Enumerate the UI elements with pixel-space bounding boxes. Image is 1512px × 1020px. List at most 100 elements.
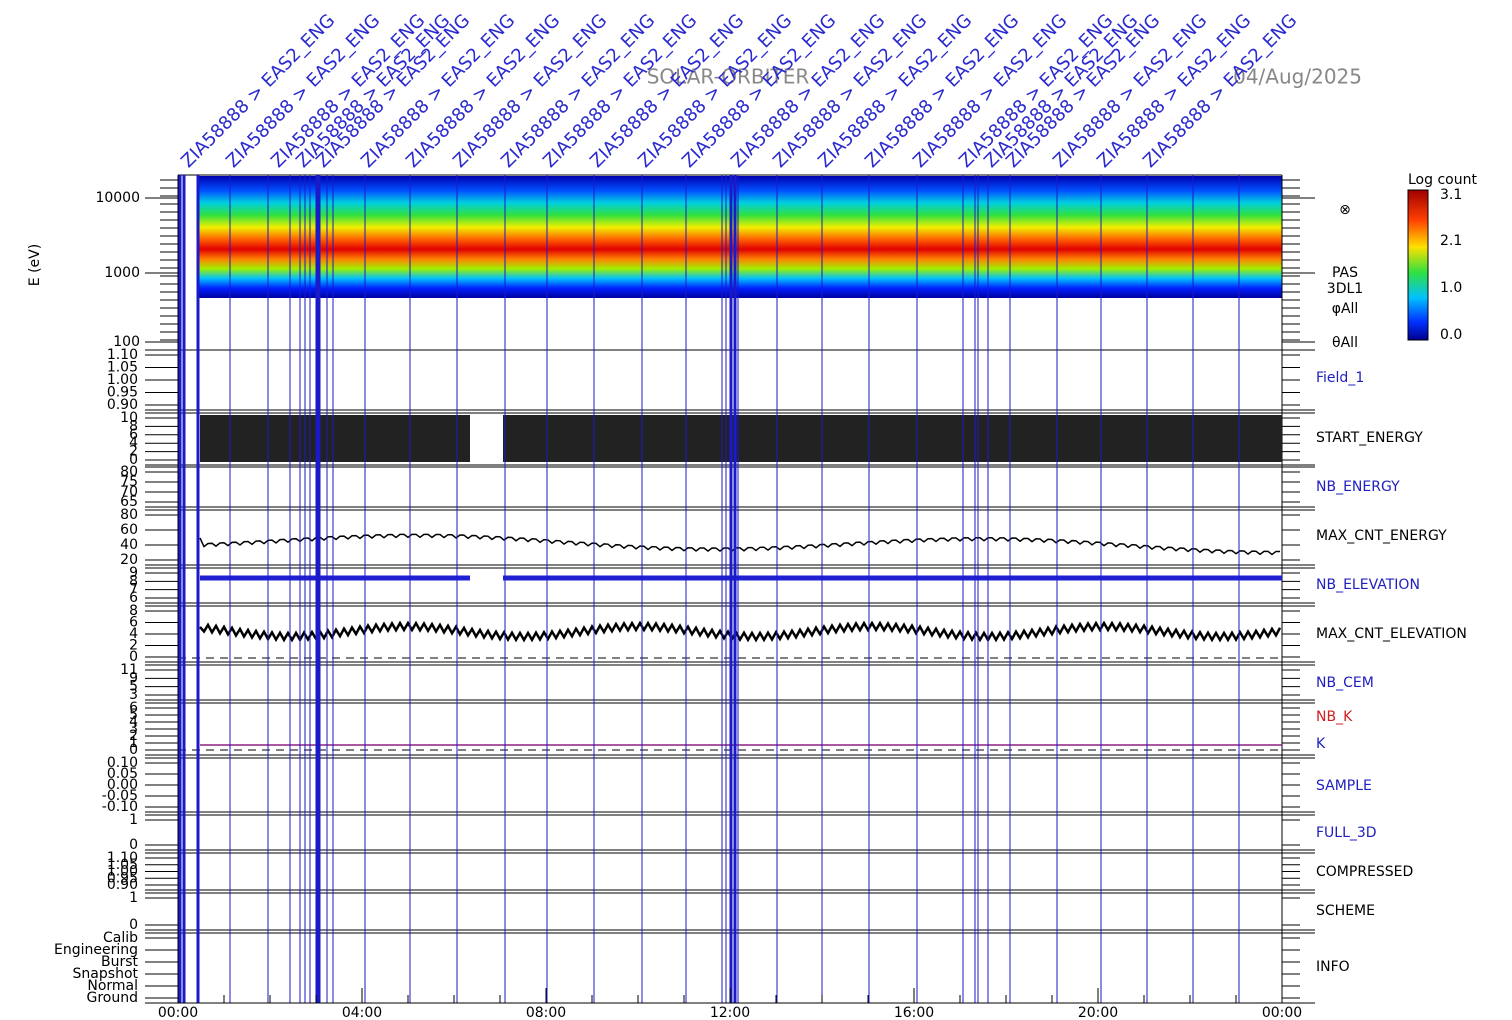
y-tick-label: 20 [120, 552, 138, 568]
y-tick-label: 0 [129, 837, 138, 853]
y-tick-label: 0 [129, 649, 138, 665]
panel-label: MAX_CNT_ENERGY [1316, 528, 1447, 544]
max-cnt-elevation [199, 620, 1282, 643]
y-tick-label: Calib [103, 930, 138, 946]
y-tick-label: 0.00 [107, 777, 138, 793]
y-tick-label: -0.05 [102, 788, 138, 804]
x-tick-label: 12:00 [710, 1005, 750, 1020]
y-tick-label: Normal [87, 978, 138, 994]
y-tick-label: 0.05 [107, 766, 138, 782]
side-label: θAll [1332, 335, 1358, 351]
colorbar-tick: 2.1 [1440, 233, 1462, 249]
panel-label: FULL_3D [1316, 825, 1377, 841]
y-tick-label: 11 [120, 662, 138, 678]
side-label: PAS [1332, 265, 1358, 281]
y-tick-label: 2 [129, 638, 138, 654]
y-tick-label: 8 [129, 573, 138, 589]
y-tick-label: 3 [129, 721, 138, 737]
y-tick-label: 5 [129, 679, 138, 695]
y-tick-label: 0.95 [107, 385, 138, 401]
y-tick-label: 75 [120, 474, 138, 490]
y-tick-label: 6 [129, 700, 138, 716]
side-label: ⊗ [1339, 202, 1351, 218]
panel-label: SCHEME [1316, 903, 1375, 919]
panel-label: NB_ENERGY [1316, 479, 1400, 495]
y-tick-label: 3 [129, 687, 138, 703]
y-tick-label: 40 [120, 537, 138, 553]
y-tick-label: 10 [120, 410, 138, 426]
spectrogram [198, 176, 1282, 298]
x-tick-label: 16:00 [894, 1005, 934, 1020]
y-tick-label: 0.90 [107, 397, 138, 413]
y-tick-label: 2 [129, 728, 138, 744]
y-tick-label: 1.10 [107, 850, 138, 866]
panel-label: COMPRESSED [1316, 864, 1413, 880]
start-energy-bars [503, 415, 1282, 462]
y-tick-label: 1.00 [107, 372, 138, 388]
y-tick-label: 8 [129, 418, 138, 434]
colorbar-tick: 0.0 [1440, 327, 1462, 343]
panel-label: MAX_CNT_ELEVATION [1316, 626, 1467, 642]
y-tick-label: 9 [129, 670, 138, 686]
y-tick-label: 70 [120, 484, 138, 500]
y-tick-label: Ground [87, 990, 139, 1006]
y-tick-label: 4 [129, 626, 138, 642]
y-tick-label: 1.00 [107, 864, 138, 880]
y-tick-label: 0 [129, 452, 138, 468]
max-cnt-energy [199, 533, 1281, 556]
y-tick-label: 65 [120, 494, 138, 510]
y-tick-label: 4 [129, 435, 138, 451]
y-tick-label: 1.10 [107, 347, 138, 363]
y-tick-label: 6 [129, 427, 138, 443]
x-tick-label: 00:00 [158, 1005, 198, 1020]
y-tick-label: 8 [129, 603, 138, 619]
start-energy-bars [200, 415, 470, 462]
y-tick-label: 5 [129, 707, 138, 723]
y-tick-label: Snapshot [73, 966, 139, 982]
y-tick-label: 7 [129, 582, 138, 598]
colorbar-tick: 3.1 [1440, 187, 1462, 203]
y-tick-label: 1.05 [107, 857, 138, 873]
y-tick-label: 1 [129, 812, 138, 828]
panel-label: NB_ELEVATION [1316, 577, 1420, 593]
y-tick-label: 6 [129, 590, 138, 606]
y-tick-label: 1000 [104, 265, 140, 281]
y-tick-label: 80 [120, 507, 138, 523]
x-tick-label: 04:00 [342, 1005, 382, 1020]
y-tick-label: 0.95 [107, 870, 138, 886]
date-title: 04/Aug/2025 [1233, 65, 1362, 89]
y-tick-label: 0.90 [107, 877, 138, 893]
dynamic: 100001000100⊗PAS3DL1φAllθAll3.12.11.00.0… [54, 10, 1467, 1020]
panel-label: NB_K [1316, 709, 1353, 725]
y-tick-label: 60 [120, 522, 138, 538]
y-tick-label: 4 [129, 714, 138, 730]
y-tick-label: 1 [129, 735, 138, 751]
y-tick-label: 0.10 [107, 755, 138, 771]
y-tick-label: 80 [120, 464, 138, 480]
x-tick-label: 20:00 [1078, 1005, 1118, 1020]
x-tick-label: 00:00 [1262, 1005, 1302, 1020]
y-tick-label: 10000 [95, 190, 140, 206]
y-tick-label: 1.05 [107, 360, 138, 376]
panel-label: INFO [1316, 959, 1350, 975]
panel-label: Field_1 [1316, 370, 1364, 386]
panel-label: NB_CEM [1316, 675, 1374, 691]
y-tick-label: Burst [101, 954, 139, 970]
panel-label: START_ENERGY [1316, 430, 1423, 446]
y-tick-label: -0.10 [102, 799, 138, 815]
y-tick-label: 2 [129, 444, 138, 460]
y-tick-label: 1 [129, 890, 138, 906]
y-tick-label: Engineering [54, 942, 138, 958]
y-tick-label: 100 [113, 334, 140, 350]
y-tick-label: 9 [129, 565, 138, 581]
x-tick-label: 08:00 [526, 1005, 566, 1020]
colorbar-title: Log count [1408, 172, 1477, 188]
panel-label: SAMPLE [1316, 778, 1372, 794]
y-tick-label: 6 [129, 615, 138, 631]
mission-title: SOLAR-ORBITER [647, 65, 810, 89]
panel-label: K [1316, 736, 1326, 752]
colorbar [1407, 189, 1429, 341]
y-axis-label: E (eV) [27, 244, 43, 286]
colorbar-tick: 1.0 [1440, 280, 1462, 296]
